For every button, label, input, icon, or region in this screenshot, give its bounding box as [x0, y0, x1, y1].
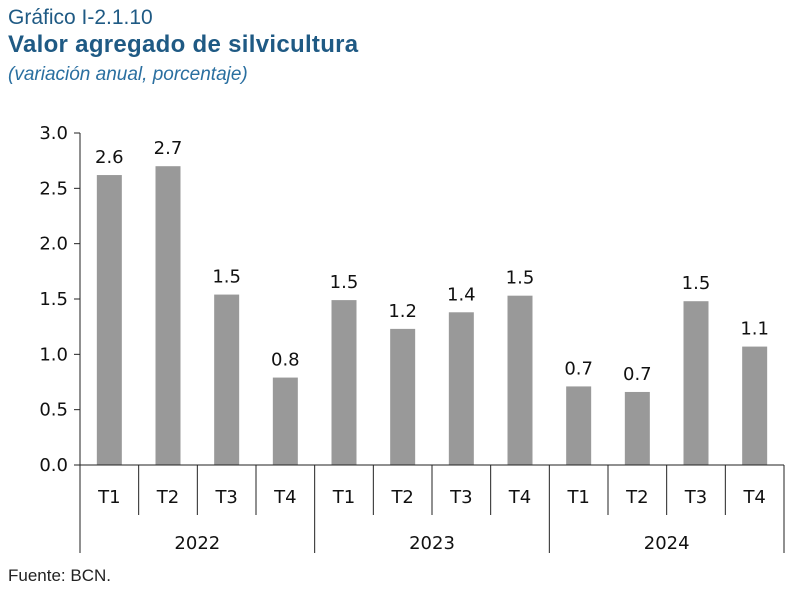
x-tick-label: T2 [625, 487, 648, 508]
bar [683, 301, 709, 465]
x-tick-label: T2 [390, 487, 413, 508]
bar [448, 312, 474, 465]
bar [96, 175, 122, 465]
x-tick-label: T1 [566, 487, 589, 508]
y-tick-label: 2.0 [39, 234, 68, 255]
data-label: 1.5 [330, 272, 359, 293]
data-label: 1.2 [388, 301, 417, 322]
data-label: 2.7 [154, 138, 183, 159]
data-label: 1.1 [740, 319, 769, 340]
y-tick-label: 2.5 [39, 178, 68, 199]
data-label: 1.5 [682, 273, 711, 294]
data-label: 0.7 [623, 364, 652, 385]
x-tick-label: T3 [449, 487, 472, 508]
source-note: Fuente: BCN. [8, 566, 111, 585]
chart-number: Gráfico I-2.1.10 [8, 6, 153, 29]
x-tick-label: T1 [97, 487, 120, 508]
bar [390, 328, 416, 465]
data-label: 0.8 [271, 350, 300, 371]
bar [272, 377, 298, 465]
data-label: 1.5 [212, 267, 241, 288]
data-label: 1.5 [506, 268, 535, 289]
x-tick-label: T3 [214, 487, 237, 508]
x-group-label: 2024 [644, 533, 690, 554]
bar [155, 166, 181, 465]
bar [214, 294, 240, 465]
y-tick-label: 1.0 [39, 344, 68, 365]
y-tick-label: 0.5 [39, 400, 68, 421]
x-tick-label: T1 [332, 487, 355, 508]
x-tick-label: T2 [156, 487, 179, 508]
data-label: 0.7 [564, 358, 593, 379]
y-tick-label: 3.0 [39, 123, 68, 144]
chart-title: Valor agregado de silvicultura [8, 31, 359, 58]
x-group-label: 2023 [409, 533, 455, 554]
data-label: 2.6 [95, 147, 124, 168]
chart-subtitle: (variación anual, porcentaje) [8, 64, 248, 85]
bar [742, 346, 768, 465]
x-tick-label: T3 [684, 487, 707, 508]
bar [566, 386, 592, 465]
x-tick-label: T4 [508, 487, 531, 508]
bar [624, 391, 650, 465]
chart-header: Gráfico I-2.1.10 Valor agregado de silvi… [8, 6, 358, 90]
bar [331, 300, 357, 465]
x-tick-label: T4 [742, 487, 765, 508]
y-tick-label: 1.5 [39, 289, 68, 310]
x-group-label: 2022 [174, 533, 220, 554]
bar [507, 295, 533, 465]
y-tick-label: 0.0 [39, 455, 68, 476]
x-tick-label: T4 [273, 487, 296, 508]
data-label: 1.4 [447, 284, 476, 305]
